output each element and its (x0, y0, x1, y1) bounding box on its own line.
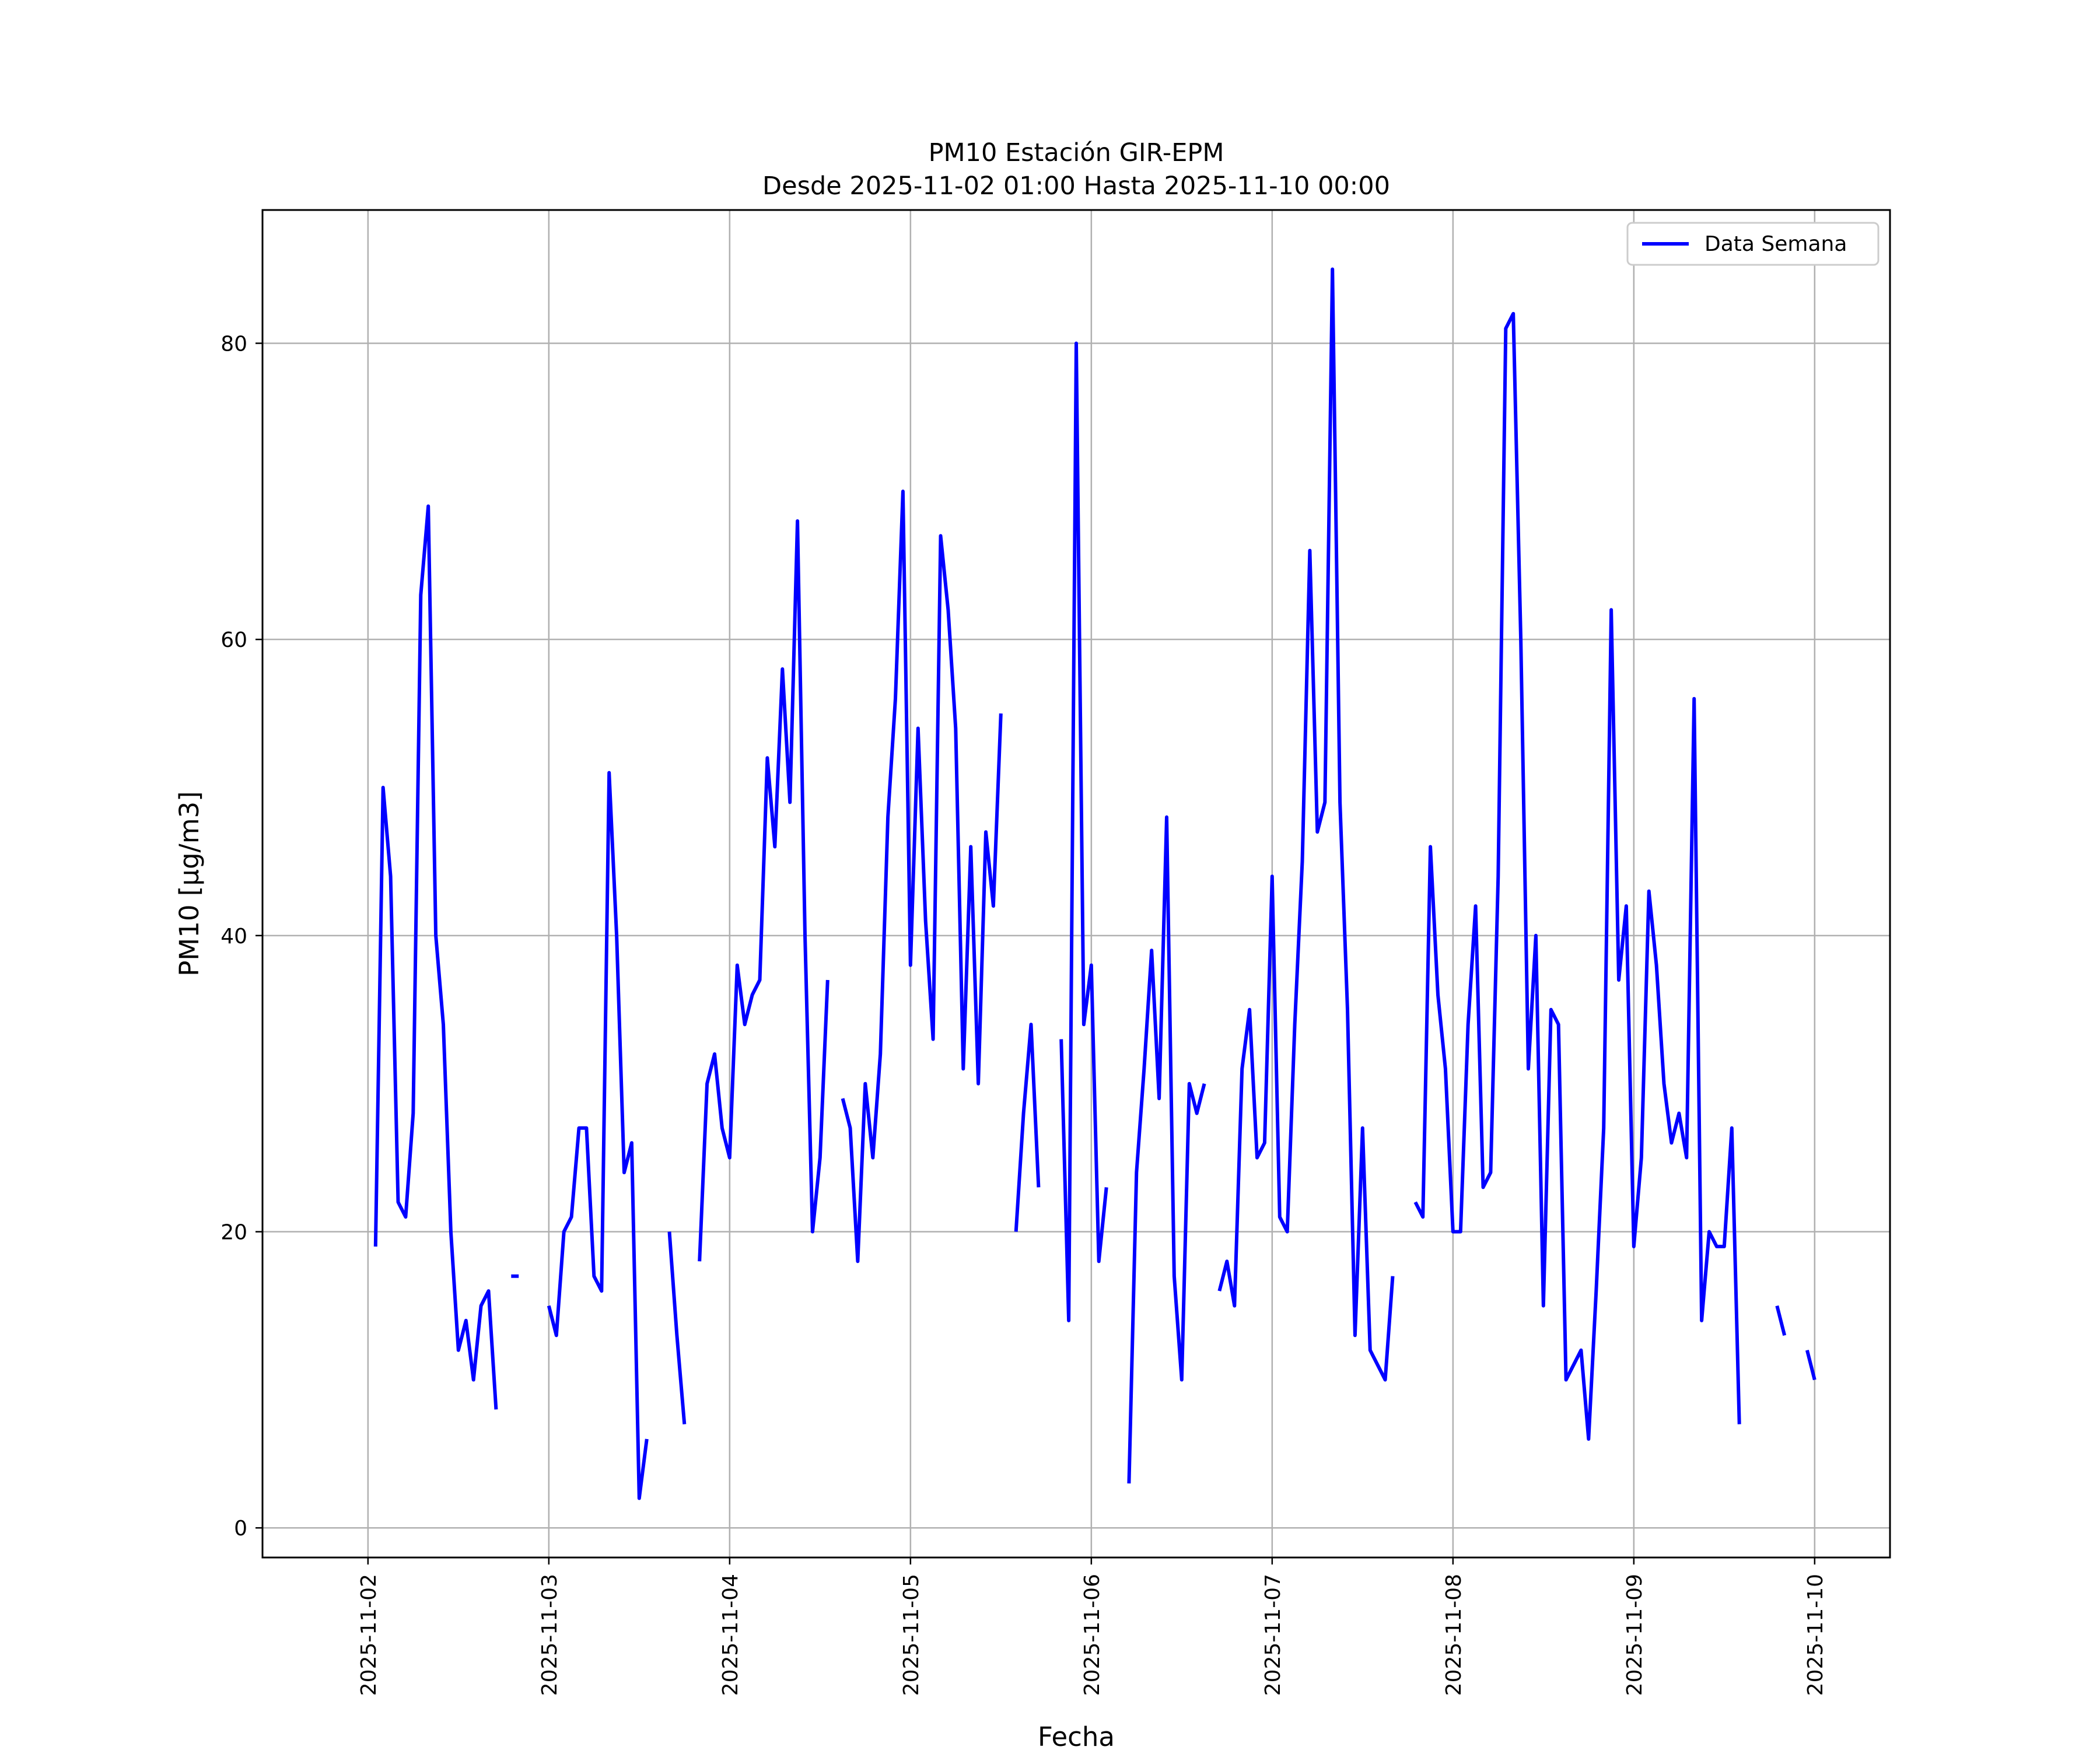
y-axis-label: PM10 [μg/m3] (174, 791, 205, 976)
legend-box (1626, 222, 1880, 266)
x-tick-label: 2025-11-10 (1804, 1574, 1828, 1696)
y-tick-label: 60 (220, 628, 247, 652)
legend-label: Data Semana (1704, 232, 1847, 256)
legend: Data Semana (1626, 222, 1880, 266)
x-tick-label: 2025-11-07 (1261, 1574, 1285, 1696)
series-line-segment (841, 489, 1003, 1264)
series-line-segment (373, 504, 498, 1410)
series-line-segment (1413, 312, 1741, 1441)
y-tick-label: 0 (234, 1517, 247, 1541)
x-tick-label: 2025-11-02 (357, 1574, 381, 1696)
series-line-segment (547, 771, 649, 1500)
x-tick-label: 2025-11-09 (1623, 1574, 1647, 1696)
series-line-segment (1775, 1305, 1787, 1336)
x-tick-label: 2025-11-05 (900, 1574, 923, 1696)
x-axis-label: Fecha (1038, 1721, 1115, 1750)
x-axis-ticks: 2025-11-02 2025-11-03 2025-11-04 2025-11-05… (357, 1558, 1828, 1696)
x-tick-label: 2025-11-03 (538, 1574, 562, 1696)
series-line-segment (1059, 341, 1108, 1322)
x-tick-label: 2025-11-08 (1442, 1574, 1466, 1696)
series-line-segment (1127, 815, 1206, 1484)
x-tick-label: 2025-11-04 (719, 1574, 743, 1696)
series-line-segment (1805, 1349, 1817, 1381)
series-line-segment (1217, 267, 1395, 1382)
y-tick-label: 20 (220, 1221, 247, 1245)
chart-subtitle: Desde 2025-11-02 01:00 Hasta 2025-11-10 … (762, 172, 1390, 201)
y-axis-ticks: 0 20 40 60 80 (220, 332, 262, 1541)
chart-title: PM10 Estación GIR-EPM (929, 138, 1224, 167)
plot-frame (261, 209, 1891, 1559)
y-tick-label: 40 (220, 925, 247, 949)
series-line-segment (1014, 1023, 1041, 1232)
x-tick-label: 2025-11-06 (1080, 1574, 1104, 1696)
series-line-segment (667, 1231, 687, 1424)
y-tick-label: 80 (220, 332, 247, 356)
series-line-segment (698, 519, 830, 1262)
series-lines (373, 267, 1817, 1500)
